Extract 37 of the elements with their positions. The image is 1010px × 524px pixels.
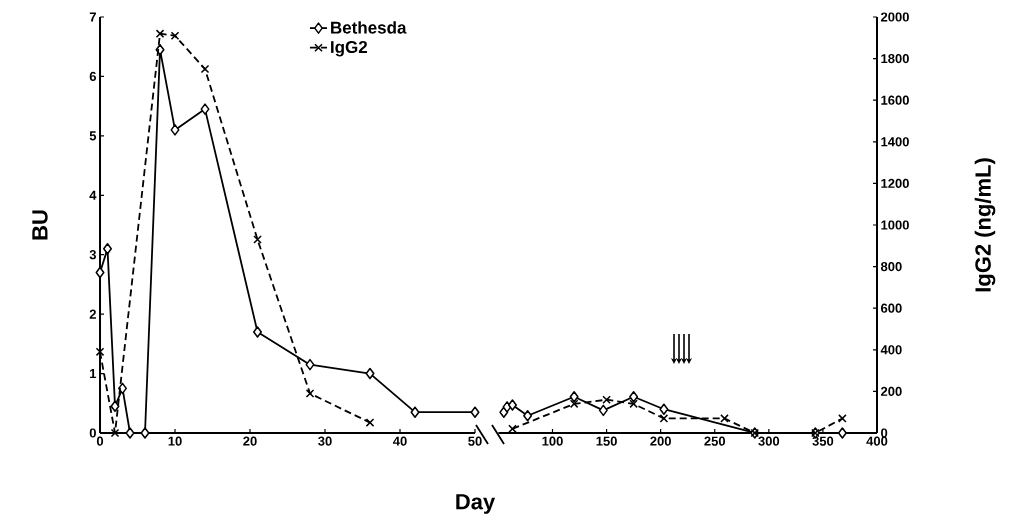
y2-tick-label: 800 (880, 261, 902, 272)
y-tick-label: 6 (89, 71, 97, 82)
x-tick-label: 10 (168, 436, 182, 446)
y-tick-label: 0 (89, 428, 96, 438)
x-tick-label: 150 (596, 436, 617, 446)
x-tick-label: 40 (392, 436, 407, 446)
y-tick-label: 4 (89, 190, 97, 200)
x-tick-label: 350 (812, 436, 834, 446)
y2-tick-label: 0 (881, 428, 888, 438)
y2-tick-label: 400 (880, 345, 902, 355)
y2-tick-label: 600 (881, 303, 902, 313)
y2-tick-label: 1800 (881, 53, 909, 64)
y-tick-label: 7 (89, 12, 96, 22)
x-tick-label: 100 (542, 436, 563, 446)
x-tick-label: 20 (243, 436, 257, 446)
y-tick-label: 2 (89, 309, 96, 319)
x-axis-title: Day (456, 494, 496, 514)
y2-tick-label: 2000 (880, 12, 909, 22)
y2-tick-label: 1000 (881, 220, 909, 230)
x-tick-label: 50 (468, 436, 482, 446)
y2-axis-title: IgG2 (ng/mL) (974, 158, 996, 292)
y2-tick-label: 1200 (881, 178, 909, 188)
y2-tick-label: 1600 (881, 95, 909, 105)
x-tick-label: 250 (704, 436, 726, 446)
y2-tick-label: 200 (880, 386, 902, 396)
y-tick-label: 5 (89, 131, 97, 141)
x-tick-label: 200 (650, 436, 671, 446)
y-axis-title: BU (32, 210, 48, 240)
y-tick-label: 3 (89, 250, 97, 260)
x-tick-label: 300 (758, 436, 780, 446)
x-tick-label: 0 (96, 436, 104, 446)
y2-tick-label: 1400 (881, 137, 909, 147)
legend-label: IgG2 (331, 41, 368, 57)
x-tick-label: 30 (318, 436, 332, 446)
x-tick-label: 400 (866, 436, 888, 446)
y-tick-label: 1 (90, 369, 97, 379)
legend-label: Bethesda (331, 21, 407, 34)
